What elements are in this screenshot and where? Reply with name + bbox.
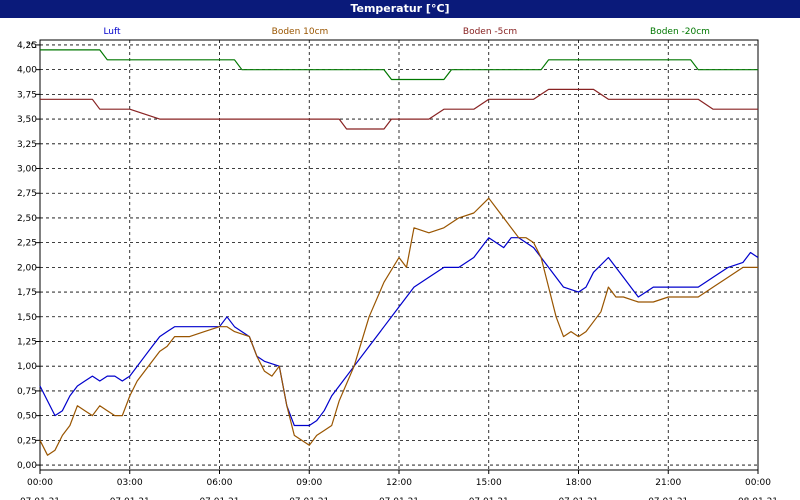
x-tick-label-date: 07.01.21 [199, 497, 239, 500]
x-tick-label-date: 07.01.21 [20, 497, 60, 500]
series-line-boden-5cm [40, 88, 758, 130]
x-tick-label-time: 15:00 [476, 478, 502, 488]
x-tick-label-date: 07.01.21 [110, 497, 150, 500]
x-tick-label-date: 07.01.21 [648, 497, 688, 500]
x-tick-label-date: 07.01.21 [469, 497, 509, 500]
x-tick-label-time: 00:00 [745, 478, 771, 488]
x-tick-label-time: 03:00 [117, 478, 143, 488]
grid [39, 39, 759, 471]
x-tick-label-time: 12:00 [386, 478, 412, 488]
y-tick-label: 2,75 [17, 189, 37, 199]
y-tick-label: 1,50 [17, 313, 37, 323]
x-tick-label-date: 07.01.21 [379, 497, 419, 500]
y-tick-label: 2,50 [17, 214, 37, 224]
y-tick-label: 3,50 [17, 115, 37, 125]
series-line-boden-10cm [39, 197, 758, 456]
x-tick-label-time: 18:00 [566, 478, 592, 488]
y-tick-label: 1,00 [17, 362, 37, 372]
legend-entry: Luft [103, 27, 121, 37]
y-tick-label: 4,00 [17, 66, 37, 76]
x-tick-label-time: 09:00 [296, 478, 322, 488]
legend-entry: Boden -5cm [463, 27, 517, 37]
y-tick-label: 2,25 [17, 239, 37, 249]
y-axis-label: °C [26, 41, 37, 51]
chart-title: Temperatur [°C] [0, 0, 800, 18]
y-tick-label: 3,75 [17, 90, 37, 100]
y-tick-label: 1,25 [17, 337, 37, 347]
y-tick-label: 1,75 [17, 288, 37, 298]
legend-entry: Boden -20cm [650, 27, 710, 37]
y-tick-label: 0,50 [17, 412, 37, 422]
x-tick-label-date: 07.01.21 [289, 497, 329, 500]
y-tick-label: 3,00 [17, 165, 37, 175]
y-tick-label: 3,25 [17, 140, 37, 150]
legend-entry: Boden 10cm [272, 27, 329, 37]
x-tick-label-time: 06:00 [207, 478, 233, 488]
series-line-boden-20cm [40, 49, 758, 81]
legend: Luft Boden 10cm Boden -5cm Boden -20cm [103, 27, 710, 37]
y-tick-label: 0,25 [17, 436, 37, 446]
x-tick-label-date: 07.01.21 [558, 497, 598, 500]
x-tick-label-time: 00:00 [27, 478, 53, 488]
y-tick-label: 4,25 [17, 41, 37, 51]
y-tick-label: 0,00 [17, 461, 37, 471]
x-tick-label-date: 08.01.21 [738, 497, 778, 500]
axes: 0,00 0,25 0,50 0,75 1,00 1,25 1,50 1,75 2,00 2,25… [17, 41, 778, 500]
series-lines [39, 49, 759, 456]
x-tick-label-time: 21:00 [655, 478, 681, 488]
y-tick-label: 0,75 [17, 387, 37, 397]
plot-frame [39, 39, 759, 471]
y-tick-label: 2,00 [17, 263, 37, 273]
temperature-chart: 0,00 0,25 0,50 0,75 1,00 1,25 1,50 1,75 2,00 2,25… [17, 27, 778, 500]
